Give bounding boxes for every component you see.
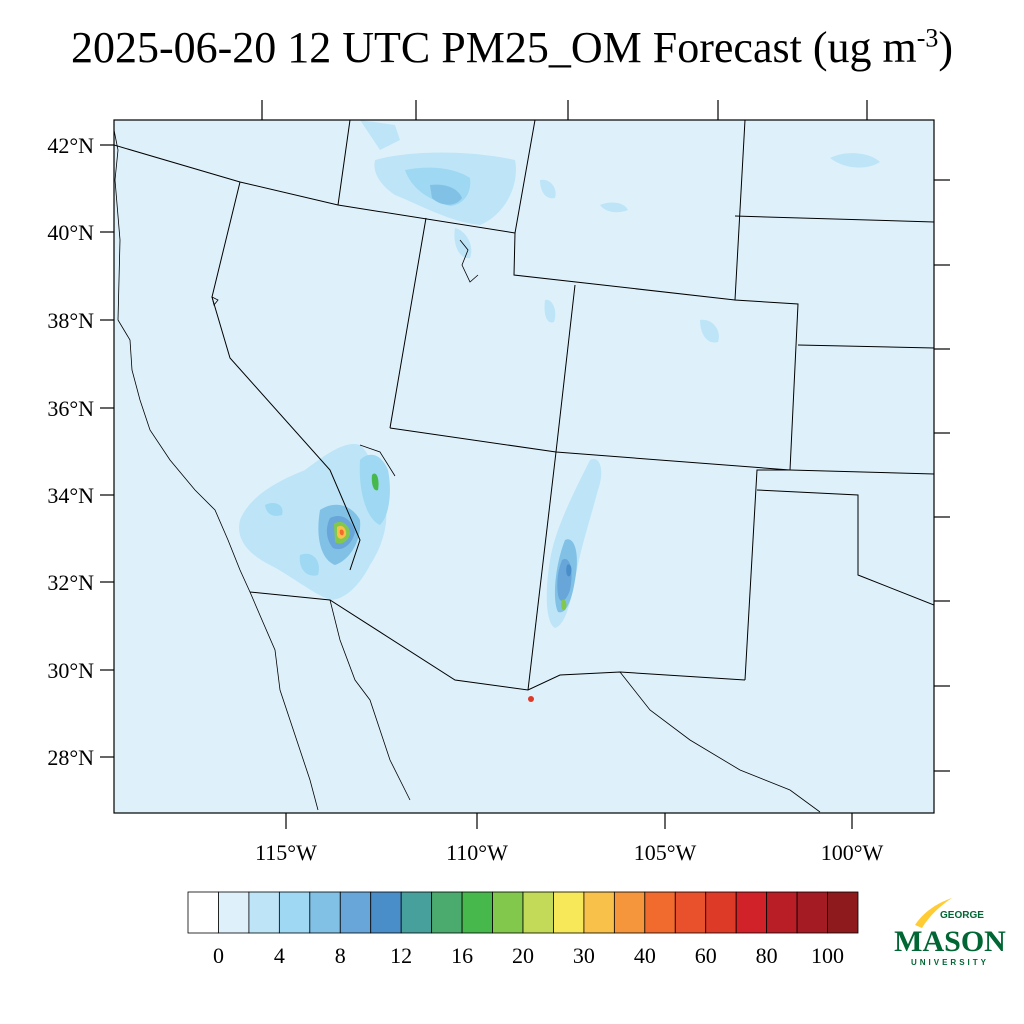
colorbar-swatch xyxy=(400,891,433,934)
colorbar-label: 100 xyxy=(811,943,844,968)
colorbar-swatch xyxy=(553,891,585,934)
colorbar-swatch xyxy=(735,891,768,934)
colorbar-swatch xyxy=(248,891,280,934)
colorbar-swatch xyxy=(339,891,372,934)
lat-label: 32°N xyxy=(47,570,94,595)
pm25-hotspot-mexico xyxy=(528,696,534,702)
lon-label: 105°W xyxy=(634,840,697,865)
colorbar-swatch xyxy=(674,891,707,934)
colorbar-swatch xyxy=(583,891,615,934)
lon-label: 100°W xyxy=(821,840,884,865)
colorbar xyxy=(187,891,859,934)
lat-label: 38°N xyxy=(47,308,94,333)
colorbar-swatch xyxy=(796,891,828,934)
map-frame xyxy=(113,119,935,814)
title-suffix: ) xyxy=(938,23,954,72)
lat-label: 42°N xyxy=(47,133,94,158)
colorbar-swatch xyxy=(827,891,859,934)
lat-label: 40°N xyxy=(47,220,94,245)
lat-label: 28°N xyxy=(47,745,94,770)
map-title: 2025-06-20 12 UTC PM25_OM Forecast (ug m… xyxy=(0,22,1024,73)
logo-main-text: MASON xyxy=(894,925,1006,958)
colorbar-swatch xyxy=(370,891,402,934)
colorbar-label: 0 xyxy=(213,943,224,968)
colorbar-swatch xyxy=(766,891,798,934)
title-text: 2025-06-20 12 UTC PM25_OM Forecast (ug m xyxy=(70,23,917,72)
colorbar-swatch xyxy=(431,891,463,934)
colorbar-label: 20 xyxy=(512,943,534,968)
map-background xyxy=(114,120,934,813)
colorbar-label: 60 xyxy=(695,943,717,968)
colorbar-swatch xyxy=(309,891,341,934)
colorbar-label: 16 xyxy=(451,943,473,968)
longitude-labels: 115°W 110°W 105°W 100°W xyxy=(255,840,883,865)
pm25-plume-north-utah xyxy=(360,120,880,343)
colorbar-label: 8 xyxy=(335,943,346,968)
colorbar-label: 4 xyxy=(274,943,285,968)
colorbar-swatch xyxy=(187,891,219,934)
colorbar-label: 30 xyxy=(573,943,595,968)
colorbar-label: 80 xyxy=(756,943,778,968)
lat-label: 30°N xyxy=(47,658,94,683)
logo-bottom-text: UNIVERSITY xyxy=(911,958,989,967)
logo-swoosh xyxy=(915,898,952,928)
latitude-labels: 42°N 40°N 38°N 36°N 34°N 32°N 30°N 28°N xyxy=(47,133,94,770)
colorbar-swatch xyxy=(613,891,646,934)
lon-label: 115°W xyxy=(255,840,317,865)
colorbar-swatch xyxy=(644,891,676,934)
pm25-plume-new-mexico xyxy=(546,459,602,628)
colorbar-swatch xyxy=(278,891,311,934)
colorbar-swatch xyxy=(705,891,737,934)
colorbar-labels: 0 4 8 12 16 20 30 40 60 80 100 xyxy=(213,943,844,968)
colorbar-swatch xyxy=(522,891,554,934)
coastline xyxy=(114,129,821,813)
colorbar-label: 12 xyxy=(390,943,412,968)
lat-label: 36°N xyxy=(47,396,94,421)
tick-marks xyxy=(100,100,950,829)
title-unit-exponent: -3 xyxy=(916,23,939,53)
colorbar-swatch xyxy=(461,891,493,934)
colorbar-swatch xyxy=(218,891,250,934)
lon-label: 110°W xyxy=(446,840,508,865)
logo-top-text: GEORGE xyxy=(940,910,984,921)
lat-label: 34°N xyxy=(47,483,94,508)
gmu-logo: GEORGE MASON UNIVERSITY xyxy=(894,898,1006,967)
colorbar-label: 40 xyxy=(634,943,656,968)
colorbar-swatch xyxy=(492,891,524,934)
pm25-plume-arizona xyxy=(239,444,390,600)
